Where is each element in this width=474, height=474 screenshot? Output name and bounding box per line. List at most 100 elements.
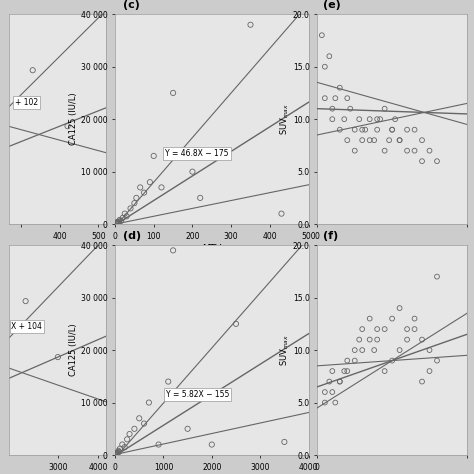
Point xyxy=(381,367,388,375)
Point xyxy=(318,31,326,39)
Point xyxy=(278,210,285,218)
Point xyxy=(121,443,128,451)
Point xyxy=(112,451,119,458)
Point xyxy=(356,115,363,123)
Point xyxy=(411,126,419,134)
Point xyxy=(358,346,366,354)
Point xyxy=(351,147,358,155)
Point xyxy=(336,378,344,385)
Y-axis label: SUV$_{max}$: SUV$_{max}$ xyxy=(279,334,292,366)
Point xyxy=(169,246,177,254)
Point xyxy=(114,449,121,457)
Point xyxy=(54,353,62,361)
Text: (d): (d) xyxy=(123,231,141,241)
Point xyxy=(131,425,138,433)
Point xyxy=(321,94,328,102)
Point xyxy=(331,94,339,102)
Point xyxy=(321,388,328,396)
Point xyxy=(388,357,396,365)
Point xyxy=(374,325,381,333)
Point xyxy=(127,205,134,212)
Point xyxy=(113,219,120,227)
Point xyxy=(411,315,419,322)
Point xyxy=(392,115,399,123)
Point xyxy=(370,137,378,144)
Point xyxy=(396,137,403,144)
Point xyxy=(426,367,433,375)
Point xyxy=(351,126,358,134)
Point xyxy=(115,448,123,456)
Point xyxy=(150,152,157,160)
Point xyxy=(336,84,344,91)
Point xyxy=(411,325,419,333)
Point xyxy=(340,115,348,123)
Point xyxy=(366,336,374,343)
Point xyxy=(370,346,378,354)
Point xyxy=(64,122,71,130)
Point xyxy=(321,63,328,71)
Point xyxy=(433,157,441,165)
Point xyxy=(336,126,344,134)
Point xyxy=(118,441,126,448)
Point xyxy=(281,438,288,446)
Point xyxy=(403,147,411,155)
Point xyxy=(22,297,29,305)
Point xyxy=(331,399,339,406)
Point xyxy=(381,147,388,155)
Point xyxy=(208,441,216,448)
Y-axis label: CA125 (IU/L): CA125 (IU/L) xyxy=(69,324,78,376)
Point xyxy=(381,105,388,112)
Point xyxy=(396,304,403,312)
Point xyxy=(164,378,172,385)
Point xyxy=(114,218,121,226)
Point xyxy=(361,126,369,134)
Point xyxy=(366,315,374,322)
Point xyxy=(123,436,131,443)
Point xyxy=(358,325,366,333)
Point xyxy=(112,219,120,227)
Point xyxy=(232,320,240,328)
Point xyxy=(374,126,381,134)
Point xyxy=(396,346,403,354)
Point xyxy=(116,216,123,224)
Point xyxy=(117,217,125,225)
Point xyxy=(126,430,133,438)
Point xyxy=(418,336,426,343)
Point xyxy=(114,219,121,227)
Point xyxy=(381,325,388,333)
Text: (e): (e) xyxy=(323,0,341,10)
Text: X + 104: X + 104 xyxy=(11,322,42,331)
Point xyxy=(344,357,351,365)
Point xyxy=(418,137,426,144)
Point xyxy=(112,220,119,228)
Point xyxy=(116,445,124,453)
Point xyxy=(189,168,196,175)
Point xyxy=(411,147,419,155)
Point xyxy=(356,336,363,343)
Point xyxy=(328,105,336,112)
Point xyxy=(418,157,426,165)
Point xyxy=(113,449,120,457)
Point xyxy=(133,194,140,202)
Point xyxy=(112,450,120,458)
Point xyxy=(346,105,354,112)
Point xyxy=(321,399,328,406)
Point xyxy=(137,183,144,191)
Point xyxy=(358,126,366,134)
Point xyxy=(374,115,381,123)
Point xyxy=(344,367,351,375)
Point xyxy=(326,53,333,60)
Point xyxy=(112,450,119,458)
Point xyxy=(140,189,148,196)
X-axis label: MTV: MTV xyxy=(202,244,221,253)
Point xyxy=(396,137,403,144)
Text: + 102: + 102 xyxy=(15,98,38,107)
Point xyxy=(388,126,396,134)
Point xyxy=(115,447,122,455)
Point xyxy=(158,183,165,191)
Point xyxy=(146,178,154,186)
Point xyxy=(246,21,254,28)
Point xyxy=(376,115,384,123)
Point xyxy=(374,336,381,343)
Point xyxy=(145,399,153,406)
